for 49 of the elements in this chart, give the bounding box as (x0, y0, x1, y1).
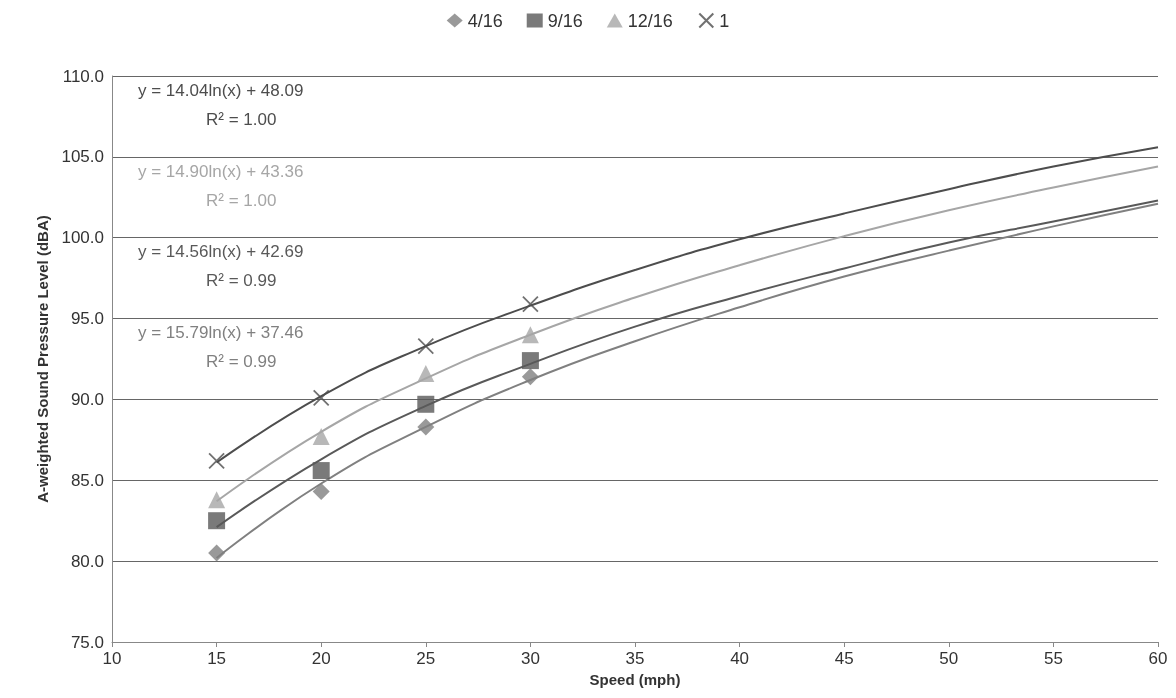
y-axis-title: A-weighted Sound Pressure Level (dBA) (34, 215, 51, 503)
point (522, 295, 539, 313)
y-tick-label: 100.0 (61, 228, 104, 248)
x-axis-title: Speed (mph) (589, 670, 681, 688)
point (312, 428, 330, 446)
x-tick-label: 15 (207, 649, 227, 668)
y-tick-label: 95.0 (70, 309, 104, 329)
y-tick-label: 105.0 (61, 147, 104, 167)
x-tick-label: 60 (1148, 649, 1168, 668)
annotation: R² = 0.99 (206, 351, 277, 371)
annotation: y = 15.79ln(x) + 37.46 (138, 322, 304, 342)
x-tick-label: 55 (1043, 649, 1063, 668)
annotation: y = 14.90ln(x) + 43.36 (138, 161, 304, 181)
point (417, 395, 435, 413)
y-tick-label: 85.0 (70, 470, 104, 490)
legend-label: 12/16 (627, 10, 673, 31)
point (417, 418, 435, 436)
annotation: R² = 1.00 (206, 110, 277, 129)
annotation: y = 14.56ln(x) + 42.69 (138, 242, 304, 262)
annotation: R² = 1.00 (206, 190, 277, 210)
legend-label: 9/16 (547, 10, 583, 31)
point (208, 452, 225, 470)
x-tick-label: 40 (730, 649, 750, 668)
point (312, 389, 330, 407)
x-tick-label: 20 (311, 649, 331, 668)
annotation: y = 14.04ln(x) + 48.09 (138, 81, 304, 100)
y-tick-label: 75.0 (70, 632, 104, 652)
point (521, 368, 539, 386)
point (417, 365, 435, 383)
y-tick-label: 80.0 (70, 551, 104, 571)
x-tick-label: 25 (416, 649, 436, 668)
x-tick-label: 50 (939, 649, 959, 668)
point (312, 462, 330, 480)
point (417, 337, 435, 355)
annotation: R² = 0.99 (206, 271, 277, 291)
point (312, 483, 330, 501)
x-tick-label: 35 (625, 649, 645, 668)
y-tick-label: 110.0 (62, 66, 104, 86)
x-tick-label: 45 (834, 649, 854, 668)
point (208, 512, 226, 530)
y-tick-label: 90.0 (70, 389, 104, 409)
point (521, 326, 539, 344)
point (208, 491, 226, 509)
legend-label: 4/16 (467, 10, 503, 31)
x-tick-label: 10 (102, 649, 122, 668)
point (208, 544, 226, 562)
x-tick-label: 30 (520, 649, 540, 668)
legend-label: 1 (719, 10, 730, 31)
point (521, 352, 539, 370)
